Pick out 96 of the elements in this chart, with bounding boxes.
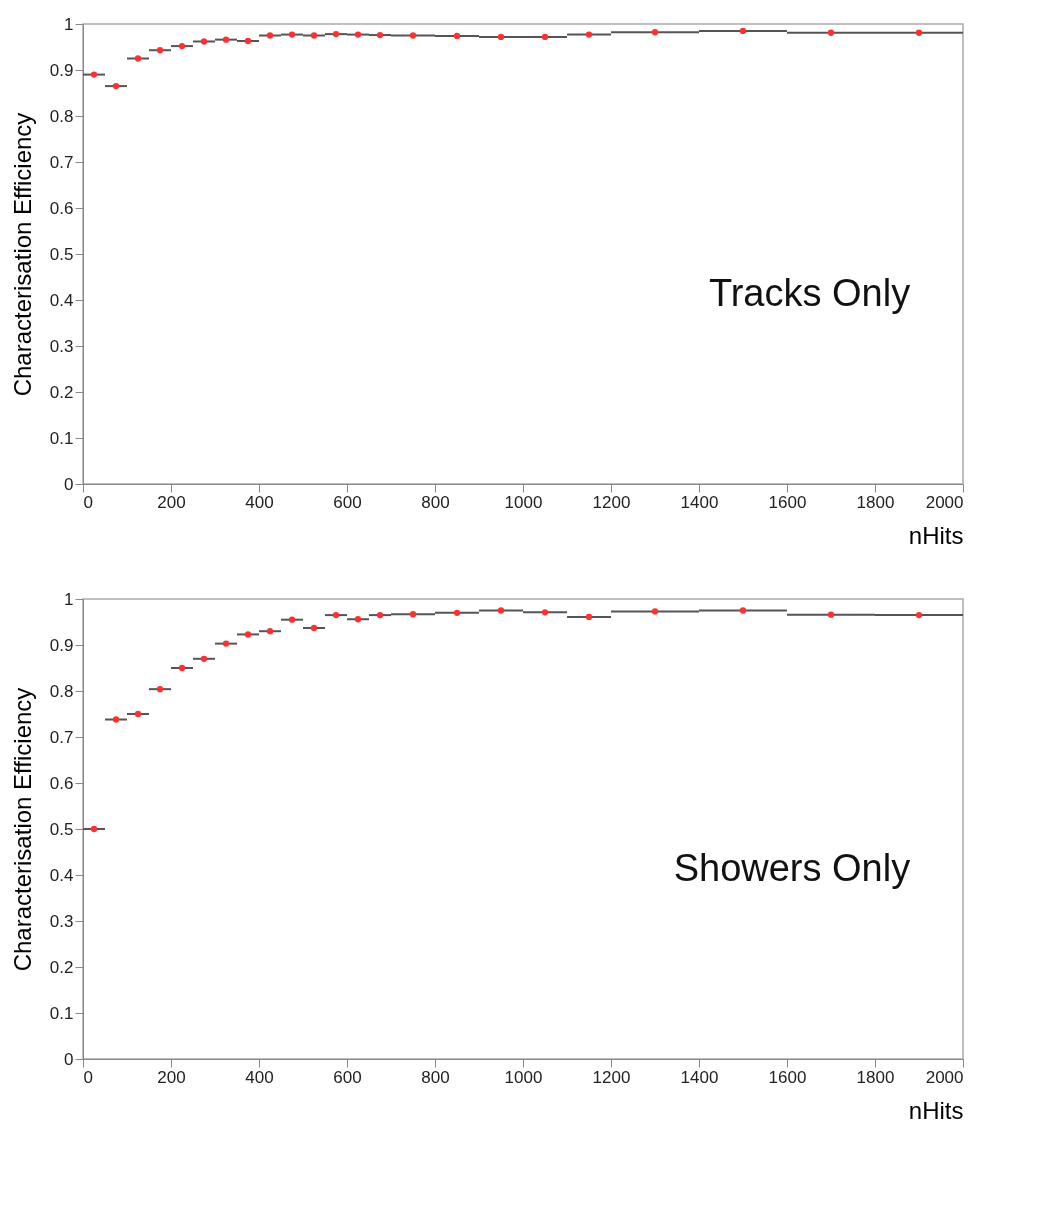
- point: [244, 37, 252, 45]
- point: [178, 664, 186, 672]
- x-axis-title: nHits: [908, 521, 964, 549]
- y-tick-label: 0.2: [49, 382, 74, 402]
- x-tick-label: 1400: [680, 1067, 719, 1087]
- point: [354, 31, 362, 38]
- y-tick-label: 0.5: [49, 244, 74, 264]
- point: [156, 686, 164, 693]
- y-tick-label: 0.1: [49, 428, 74, 448]
- point: [376, 611, 384, 619]
- y-tick-label: 0.8: [49, 106, 74, 126]
- point: [409, 611, 417, 618]
- point: [134, 55, 142, 62]
- x-tick-label: 600: [333, 492, 362, 512]
- point: [222, 36, 230, 43]
- point: [222, 640, 230, 647]
- x-tick-label: 2000: [925, 1067, 964, 1087]
- x-tick-label: 0: [83, 1067, 93, 1087]
- point: [651, 608, 659, 615]
- point: [453, 32, 461, 40]
- y-tick-label: 0.1: [49, 1003, 74, 1023]
- point: [376, 31, 384, 39]
- point: [288, 31, 296, 38]
- point: [827, 611, 835, 618]
- x-tick-label: 400: [245, 1067, 274, 1087]
- x-tick-label: 800: [421, 492, 450, 512]
- point: [915, 611, 923, 619]
- point: [90, 825, 98, 833]
- y-axis-title: Characterisation Efficiency: [8, 112, 36, 397]
- y-tick-label: 0.8: [49, 681, 74, 701]
- x-tick-label: 1600: [768, 492, 807, 512]
- point: [156, 47, 164, 54]
- point: [739, 27, 747, 35]
- point: [453, 609, 461, 616]
- x-tick-label: 600: [333, 1067, 362, 1087]
- x-tick-label: 200: [157, 492, 186, 512]
- point: [332, 30, 340, 38]
- point: [651, 29, 659, 36]
- point: [739, 607, 747, 614]
- point: [541, 609, 549, 616]
- x-tick-label: 1200: [592, 1067, 631, 1087]
- x-tick-label: 1000: [504, 492, 543, 512]
- y-tick-label: 0.3: [49, 336, 74, 356]
- x-tick-label: 400: [245, 492, 274, 512]
- point: [200, 38, 208, 45]
- point: [332, 611, 340, 619]
- point: [354, 616, 362, 623]
- point: [915, 29, 923, 36]
- point: [134, 710, 142, 718]
- y-tick-label: 0.7: [49, 152, 74, 172]
- x-tick-label: 1800: [856, 492, 895, 512]
- y-tick-label: 0.7: [49, 727, 74, 747]
- y-tick-label: 0.5: [49, 819, 74, 839]
- point: [266, 32, 274, 39]
- y-tick-label: 0.9: [49, 60, 74, 80]
- point: [585, 613, 593, 621]
- x-tick-label: 1000: [504, 1067, 543, 1087]
- y-tick-label: 0.4: [49, 865, 74, 885]
- x-tick-label: 800: [421, 1067, 450, 1087]
- point: [497, 33, 505, 41]
- y-tick-label: 1: [64, 589, 74, 609]
- point: [585, 31, 593, 38]
- x-tick-label: 1200: [592, 492, 631, 512]
- point: [244, 631, 252, 638]
- point: [827, 29, 835, 36]
- point: [112, 82, 120, 90]
- y-tick-label: 0: [64, 1049, 74, 1069]
- point: [266, 628, 274, 635]
- point: [541, 33, 549, 41]
- point: [288, 616, 296, 623]
- y-tick-label: 0.6: [49, 198, 74, 218]
- y-tick-label: 0.9: [49, 635, 74, 655]
- point: [200, 655, 208, 662]
- x-tick-label: 1800: [856, 1067, 895, 1087]
- point: [90, 71, 98, 78]
- point: [112, 716, 120, 723]
- x-tick-label: 200: [157, 1067, 186, 1087]
- x-tick-label: 1600: [768, 1067, 807, 1087]
- x-tick-label: 2000: [925, 492, 964, 512]
- y-tick-label: 0.4: [49, 290, 74, 310]
- x-axis-title: nHits: [908, 1096, 964, 1124]
- x-tick-label: 1400: [680, 492, 719, 512]
- y-tick-label: 1: [64, 14, 74, 34]
- point: [310, 624, 318, 632]
- point: [409, 32, 417, 39]
- point: [497, 607, 505, 614]
- annotation: Tracks Only: [708, 272, 911, 315]
- y-tick-label: 0.6: [49, 773, 74, 793]
- y-axis-title: Characterisation Efficiency: [8, 687, 36, 972]
- y-tick-label: 0.3: [49, 911, 74, 931]
- point: [178, 42, 186, 50]
- point: [310, 32, 318, 39]
- x-tick-label: 0: [83, 492, 93, 512]
- y-tick-label: 0.2: [49, 957, 74, 977]
- y-tick-label: 0: [64, 474, 74, 494]
- annotation: Showers Only: [673, 847, 911, 890]
